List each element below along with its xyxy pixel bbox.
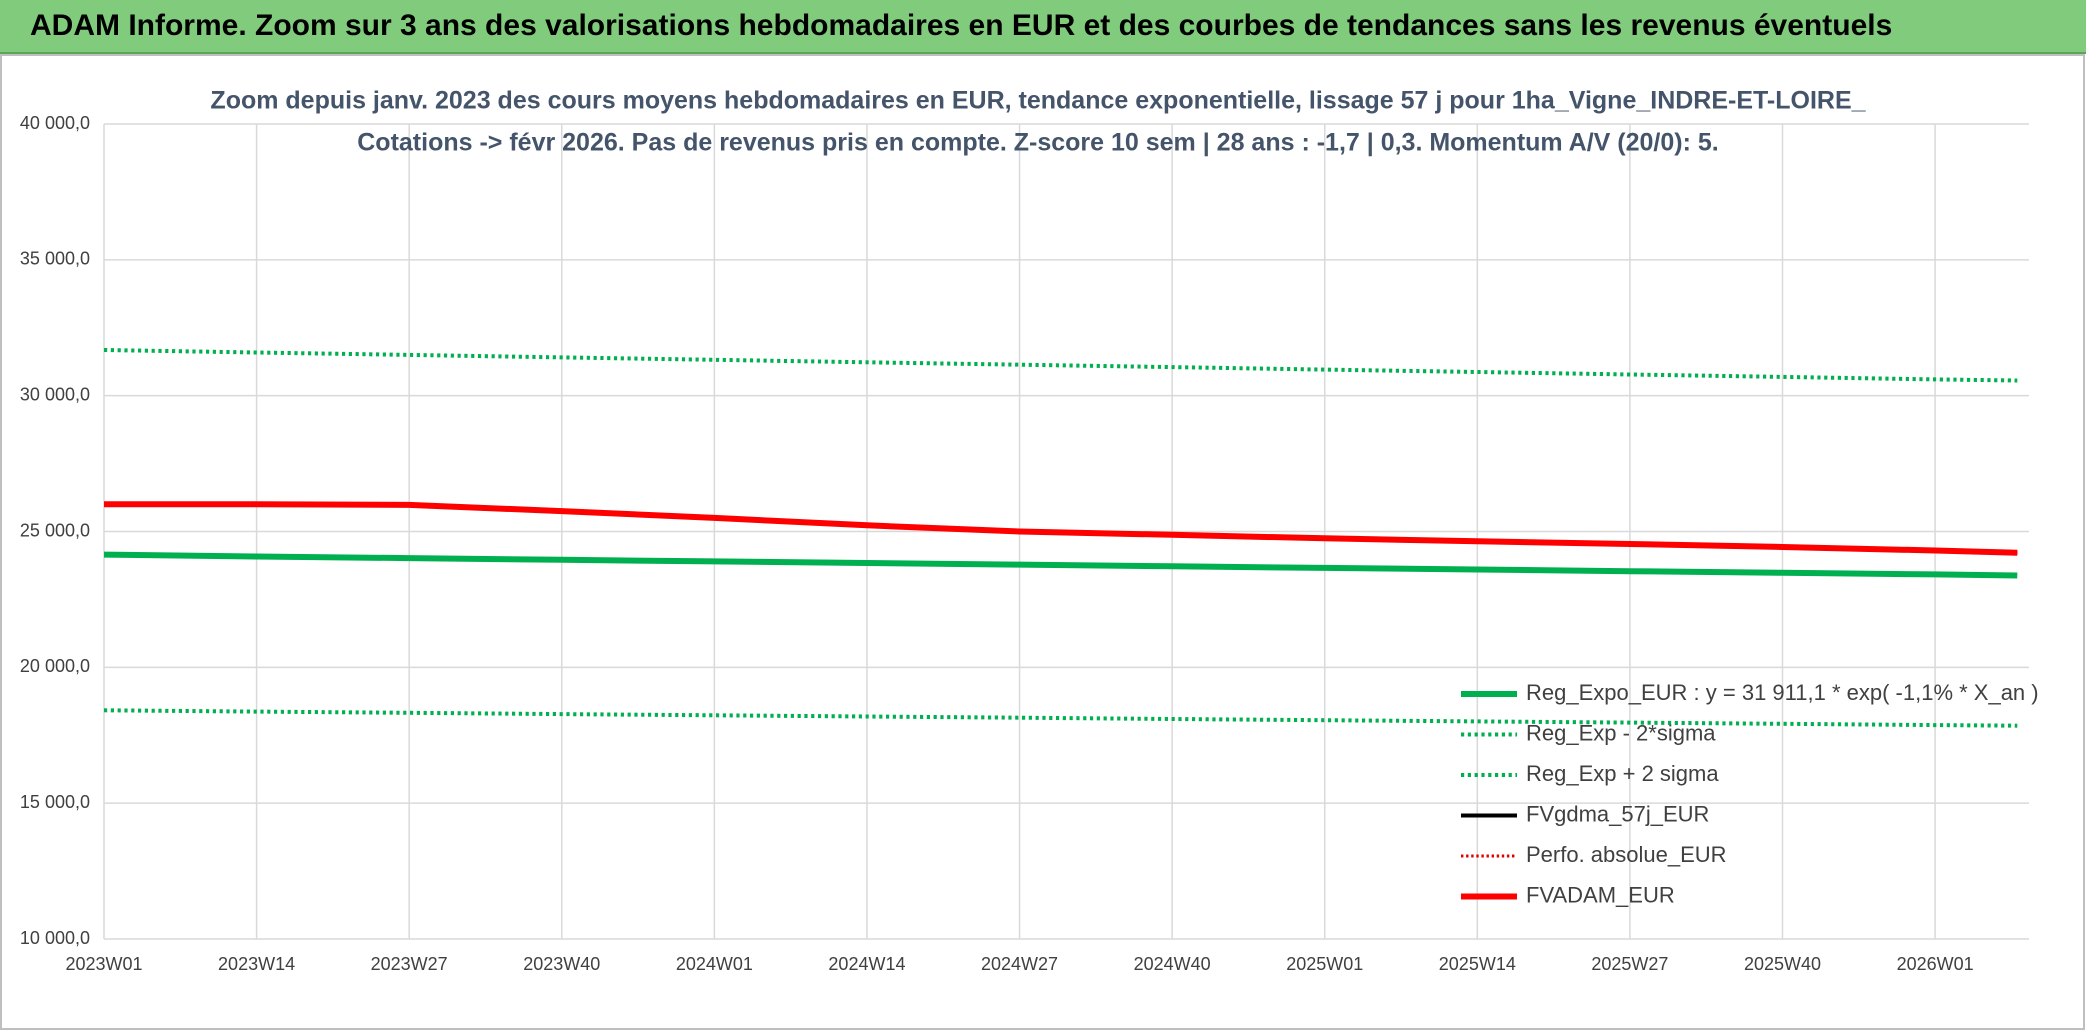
chart: 10 000,0 15 000,0 20 000,0 25 000,0 30 000,0… xyxy=(0,54,2085,1030)
legend: Reg_Expo_EUR : y = 31 911,1 * exp( -1,1%… xyxy=(1461,680,2039,907)
chart-subtitle: Cotations -> févr 2026. Pas de revenus p… xyxy=(357,129,1718,157)
y-tick-label: 40 000,0 xyxy=(20,113,90,133)
x-tick-label: 2024W40 xyxy=(1134,954,1211,974)
chart-title: Zoom depuis janv. 2023 des cours moyens … xyxy=(210,87,1866,115)
y-tick-label: 30 000,0 xyxy=(20,384,90,404)
header-title: ADAM Informe. Zoom sur 3 ans des valoris… xyxy=(30,9,1893,42)
legend-label: Reg_Exp - 2*sigma xyxy=(1526,720,1716,745)
series-line xyxy=(103,551,2018,579)
x-tick-label: 2023W14 xyxy=(218,954,295,974)
x-tick-label: 2024W01 xyxy=(676,954,753,974)
series-line xyxy=(103,348,2018,383)
y-tick-label: 25 000,0 xyxy=(20,520,90,540)
series-line xyxy=(103,708,2018,728)
y-tick-label: 15 000,0 xyxy=(20,792,90,812)
x-tick-label: 2025W14 xyxy=(1439,954,1516,974)
x-tick-label: 2023W27 xyxy=(371,954,448,974)
x-tick-label: 2024W27 xyxy=(981,954,1058,974)
header-bar: ADAM Informe. Zoom sur 3 ans des valoris… xyxy=(0,0,2086,54)
series-line xyxy=(104,501,2018,556)
y-tick-label: 10 000,0 xyxy=(20,928,90,948)
x-tick-label: 2024W14 xyxy=(828,954,905,974)
x-tick-label: 2025W01 xyxy=(1286,954,1363,974)
legend-label: FVADAM_EUR xyxy=(1526,882,1675,907)
legend-label: Reg_Exp + 2 sigma xyxy=(1526,761,1719,786)
chart-frame xyxy=(0,54,2085,1030)
legend-label: Perfo. absolue_EUR xyxy=(1526,842,1727,867)
plot xyxy=(103,348,2018,728)
x-tick-label: 2026W01 xyxy=(1897,954,1974,974)
x-tick-label: 2023W40 xyxy=(523,954,600,974)
legend-label: Reg_Expo_EUR : y = 31 911,1 * exp( -1,1%… xyxy=(1526,680,2039,705)
x-tick-label: 2025W27 xyxy=(1591,954,1668,974)
x-tick-label: 2023W01 xyxy=(65,954,142,974)
grid: 10 000,0 15 000,0 20 000,0 25 000,0 30 000,0… xyxy=(20,113,2029,974)
x-tick-label: 2025W40 xyxy=(1744,954,1821,974)
y-tick-label: 35 000,0 xyxy=(20,249,90,269)
legend-label: FVgdma_57j_EUR xyxy=(1526,801,1709,826)
y-tick-label: 20 000,0 xyxy=(20,656,90,676)
